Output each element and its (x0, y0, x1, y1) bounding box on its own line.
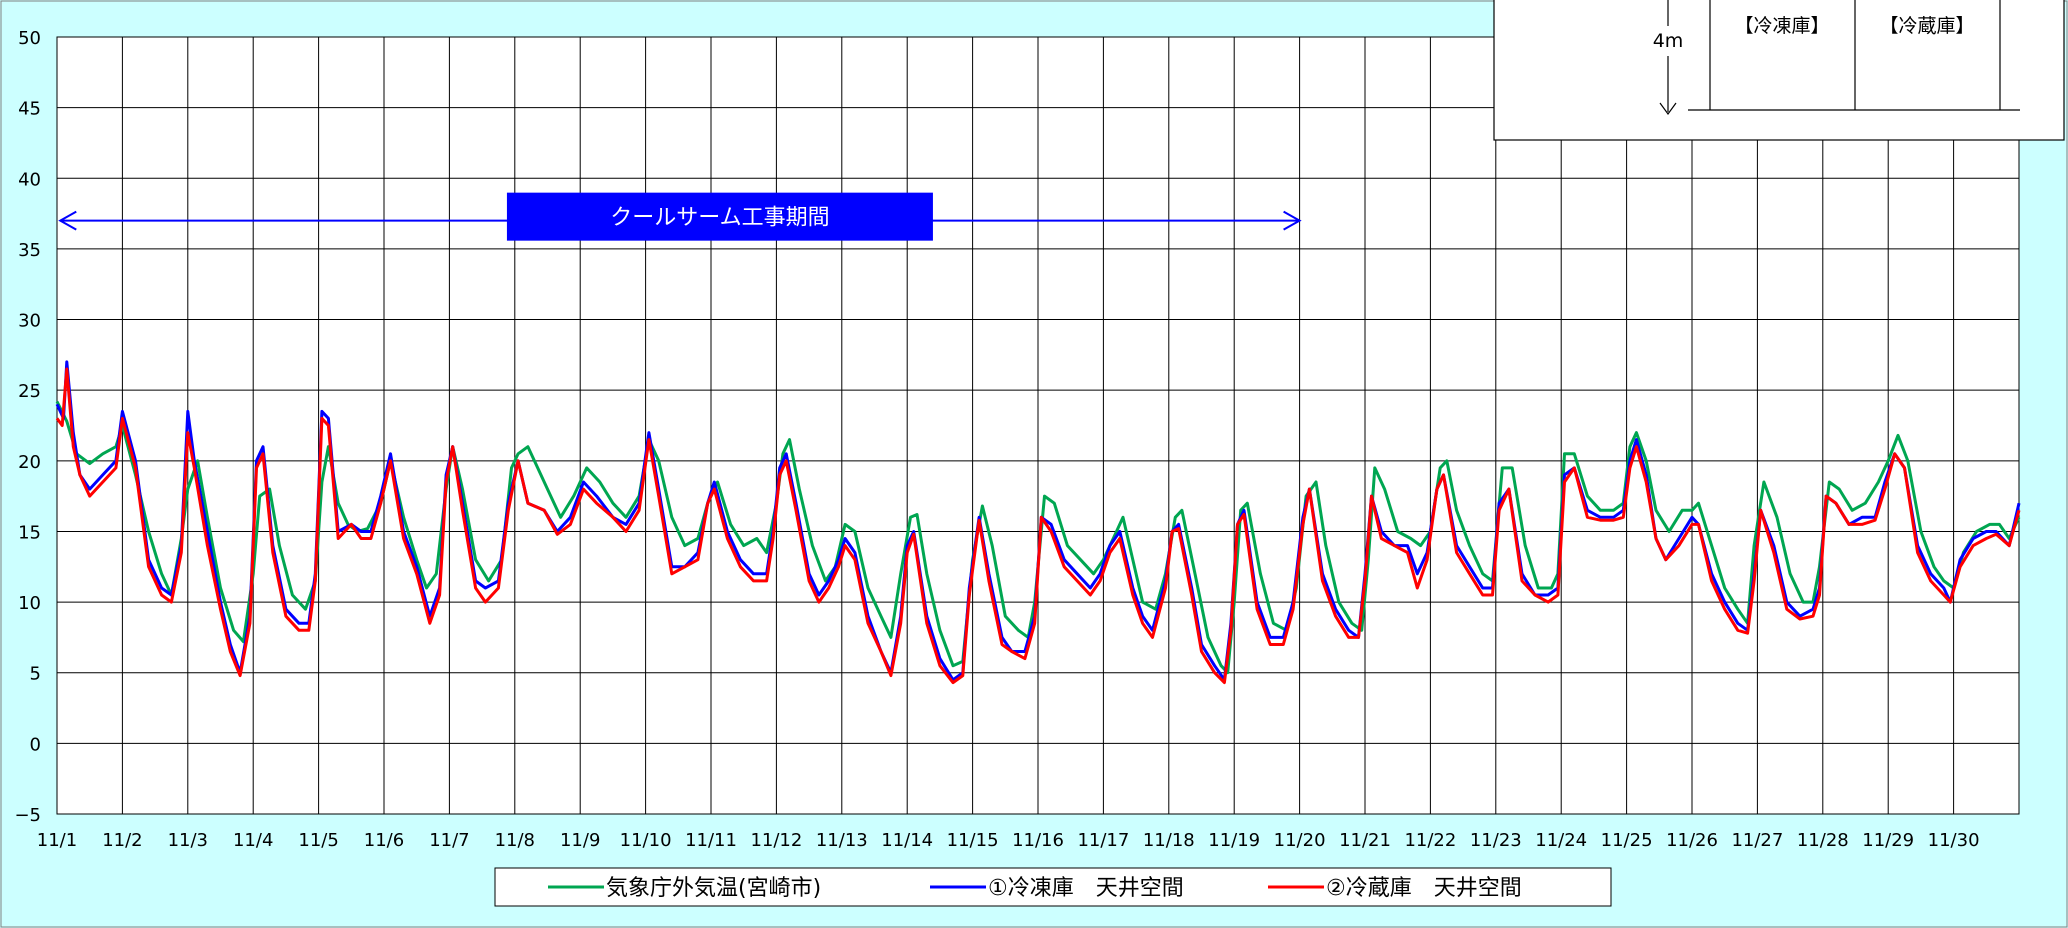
x-tick-label: 11/3 (168, 830, 208, 851)
x-tick-label: 11/11 (685, 830, 737, 851)
freezer-room-label: 【冷凍庫】 (1734, 15, 1829, 37)
height-dimension-label: 4m (1653, 30, 1684, 52)
x-tick-label: 11/5 (298, 830, 338, 851)
height-arrowhead (1659, 102, 1677, 116)
y-tick-label: 40 (18, 169, 41, 190)
x-tick-label: 11/16 (1012, 830, 1064, 851)
x-tick-label: 11/17 (1077, 830, 1129, 851)
y-tick-label: −5 (14, 805, 41, 826)
refrigerator-room-label: 【冷蔵庫】 (1879, 15, 1974, 37)
x-tick-label: 11/10 (620, 830, 672, 851)
x-tick-label: 11/6 (364, 830, 404, 851)
y-axis-tick-labels: −5 0 5 10 15 20 25 30 35 40 45 50 (14, 28, 41, 826)
x-tick-label: 11/7 (429, 830, 469, 851)
y-tick-label: 20 (18, 452, 41, 473)
legend-label-2: ①冷凍庫 天井空間 (988, 876, 1184, 901)
series-line-3 (55, 367, 2021, 685)
x-tick-label: 11/20 (1274, 830, 1326, 851)
x-tick-label: 11/8 (495, 830, 535, 851)
y-tick-label: 10 (18, 593, 41, 614)
x-tick-label: 11/25 (1601, 830, 1653, 851)
y-tick-label: 30 (18, 311, 41, 332)
y-tick-label: 0 (30, 734, 41, 755)
x-tick-label: 11/13 (816, 830, 868, 851)
y-tick-label: 5 (30, 664, 41, 685)
y-tick-label: 45 (18, 99, 41, 120)
annotation-arrowhead-left (58, 210, 77, 231)
y-tick-label: 50 (18, 28, 41, 49)
x-tick-label: 11/29 (1862, 830, 1914, 851)
legend-box (494, 867, 1612, 907)
annotation-label: クールサーム工事期間 (610, 206, 829, 231)
x-tick-label: 11/27 (1731, 830, 1783, 851)
x-tick-label: 11/15 (947, 830, 999, 851)
legend-label-1: 気象庁外気温(宮崎市) (606, 876, 821, 901)
x-tick-label: 11/28 (1797, 830, 1849, 851)
legend: 気象庁外気温(宮崎市) ①冷凍庫 天井空間 ②冷蔵庫 天井空間 (494, 867, 1612, 907)
annotation-arrowhead-right (1283, 210, 1302, 231)
x-tick-label: 11/22 (1404, 830, 1456, 851)
x-tick-label: 11/4 (233, 830, 273, 851)
x-axis-tick-labels: 11/1 11/2 11/3 11/4 11/5 11/6 11/7 11/8 11/9 11/1… (37, 830, 1980, 851)
y-tick-label: 25 (18, 381, 41, 402)
x-tick-label: 11/1 (37, 830, 77, 851)
x-tick-label: 11/18 (1143, 830, 1195, 851)
inset-box (1493, 0, 2065, 141)
series-lines (55, 360, 2021, 685)
legend-label-3: ②冷蔵庫 天井空間 (1326, 876, 1522, 901)
x-tick-label: 11/19 (1208, 830, 1260, 851)
x-tick-label: 11/14 (881, 830, 933, 851)
x-tick-label: 11/26 (1666, 830, 1718, 851)
y-tick-label: 35 (18, 240, 41, 261)
x-tick-label: 11/24 (1535, 830, 1587, 851)
annotation-label-box (506, 192, 933, 241)
x-tick-label: 11/12 (750, 830, 802, 851)
y-tick-label: 15 (18, 522, 41, 543)
x-tick-label: 11/21 (1339, 830, 1391, 851)
x-tick-label: 11/30 (1928, 830, 1980, 851)
x-tick-label: 11/2 (102, 830, 142, 851)
construction-period-annotation: クールサーム工事期間 (58, 192, 1302, 241)
x-tick-label: 11/23 (1470, 830, 1522, 851)
ceiling-space-inset-diagram: 4m 【冷凍庫】 【冷蔵庫】 (1493, 0, 2065, 141)
x-tick-label: 11/9 (560, 830, 600, 851)
